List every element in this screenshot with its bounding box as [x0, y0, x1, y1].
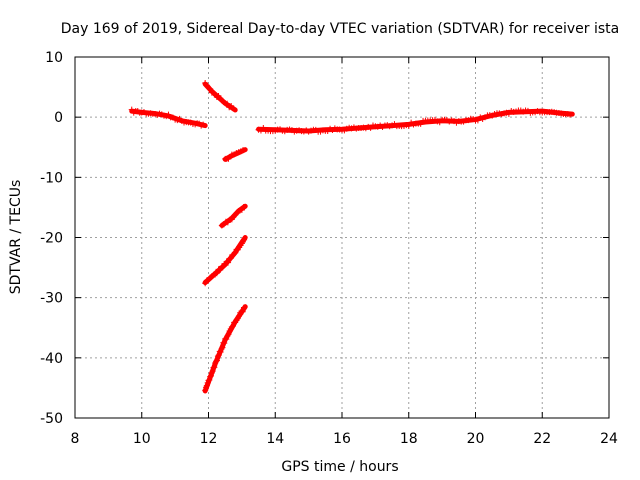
data-point-marker — [230, 251, 237, 258]
data-point-marker — [213, 357, 220, 364]
data-point-marker — [218, 345, 225, 352]
data-point-marker — [405, 122, 412, 129]
series-segment-1 — [128, 106, 208, 129]
data-points — [128, 80, 575, 394]
y-tick-label: -40 — [40, 351, 63, 367]
series-segment-5 — [202, 235, 248, 287]
data-point-marker — [238, 308, 245, 315]
data-point-marker — [128, 106, 135, 113]
data-point-marker — [203, 382, 210, 389]
data-point-marker — [228, 323, 235, 330]
data-point-marker — [223, 336, 230, 343]
y-tick-label: -10 — [40, 170, 63, 186]
data-point-marker — [208, 372, 215, 379]
data-point-marker — [215, 352, 222, 359]
data-point-marker — [239, 308, 246, 315]
x-tick-label: 8 — [71, 431, 80, 447]
x-tick-label: 18 — [400, 431, 418, 447]
y-axis-label: SDTVAR / TECUs — [8, 180, 24, 295]
data-point-marker — [225, 331, 232, 338]
series-segment-7 — [255, 107, 575, 135]
x-axis-label: GPS time / hours — [281, 459, 398, 475]
data-point-marker — [213, 270, 220, 277]
y-tick-label: -50 — [40, 411, 63, 427]
data-point-marker — [213, 358, 220, 365]
data-point-marker — [229, 322, 236, 329]
data-point-marker — [206, 376, 213, 383]
series-segment-2 — [202, 80, 238, 113]
series-segment-3 — [222, 147, 248, 162]
data-point-marker — [207, 373, 214, 380]
y-tick-label: -20 — [40, 231, 63, 247]
y-tick-label: 0 — [54, 110, 63, 126]
data-point-marker — [235, 313, 242, 320]
data-point-marker — [230, 105, 237, 112]
data-point-marker — [221, 340, 228, 347]
data-point-marker — [219, 344, 226, 351]
x-tick-label: 20 — [467, 431, 485, 447]
data-point-marker — [225, 259, 232, 266]
data-point-marker — [217, 348, 224, 355]
x-tick-label: 10 — [133, 431, 151, 447]
y-tick-label: -30 — [40, 291, 63, 307]
data-point-marker — [234, 315, 241, 322]
data-point-marker — [227, 255, 234, 262]
data-point-marker — [224, 100, 231, 107]
data-point-marker — [474, 117, 481, 124]
x-tick-label: 24 — [600, 431, 618, 447]
data-point-marker — [207, 85, 214, 92]
axis-ticks: 8 10 12 14 16 18 20 22 24 -50 -40 -30 -20 -10 0 10 — [40, 50, 618, 447]
x-tick-label: 12 — [200, 431, 218, 447]
data-point-marker — [211, 364, 218, 371]
series-segment-6 — [202, 304, 248, 394]
data-point-marker — [200, 121, 207, 128]
data-point-marker — [239, 147, 246, 154]
data-point-marker — [223, 258, 230, 265]
data-point-marker — [202, 387, 209, 394]
data-point-marker — [214, 353, 221, 360]
x-tick-label: 14 — [266, 431, 284, 447]
chart-title: Day 169 of 2019, Sidereal Day-to-day VTE… — [61, 21, 619, 37]
series-segment-4 — [218, 203, 248, 229]
x-tick-label: 16 — [333, 431, 351, 447]
data-point-marker — [217, 267, 224, 274]
data-point-marker — [240, 304, 247, 311]
data-point-marker — [241, 236, 248, 243]
data-point-marker — [240, 204, 247, 211]
data-point-marker — [232, 249, 239, 256]
y-tick-label: 10 — [45, 50, 63, 66]
data-point-marker — [209, 368, 216, 375]
data-point-marker — [567, 111, 574, 118]
x-tick-label: 22 — [533, 431, 551, 447]
